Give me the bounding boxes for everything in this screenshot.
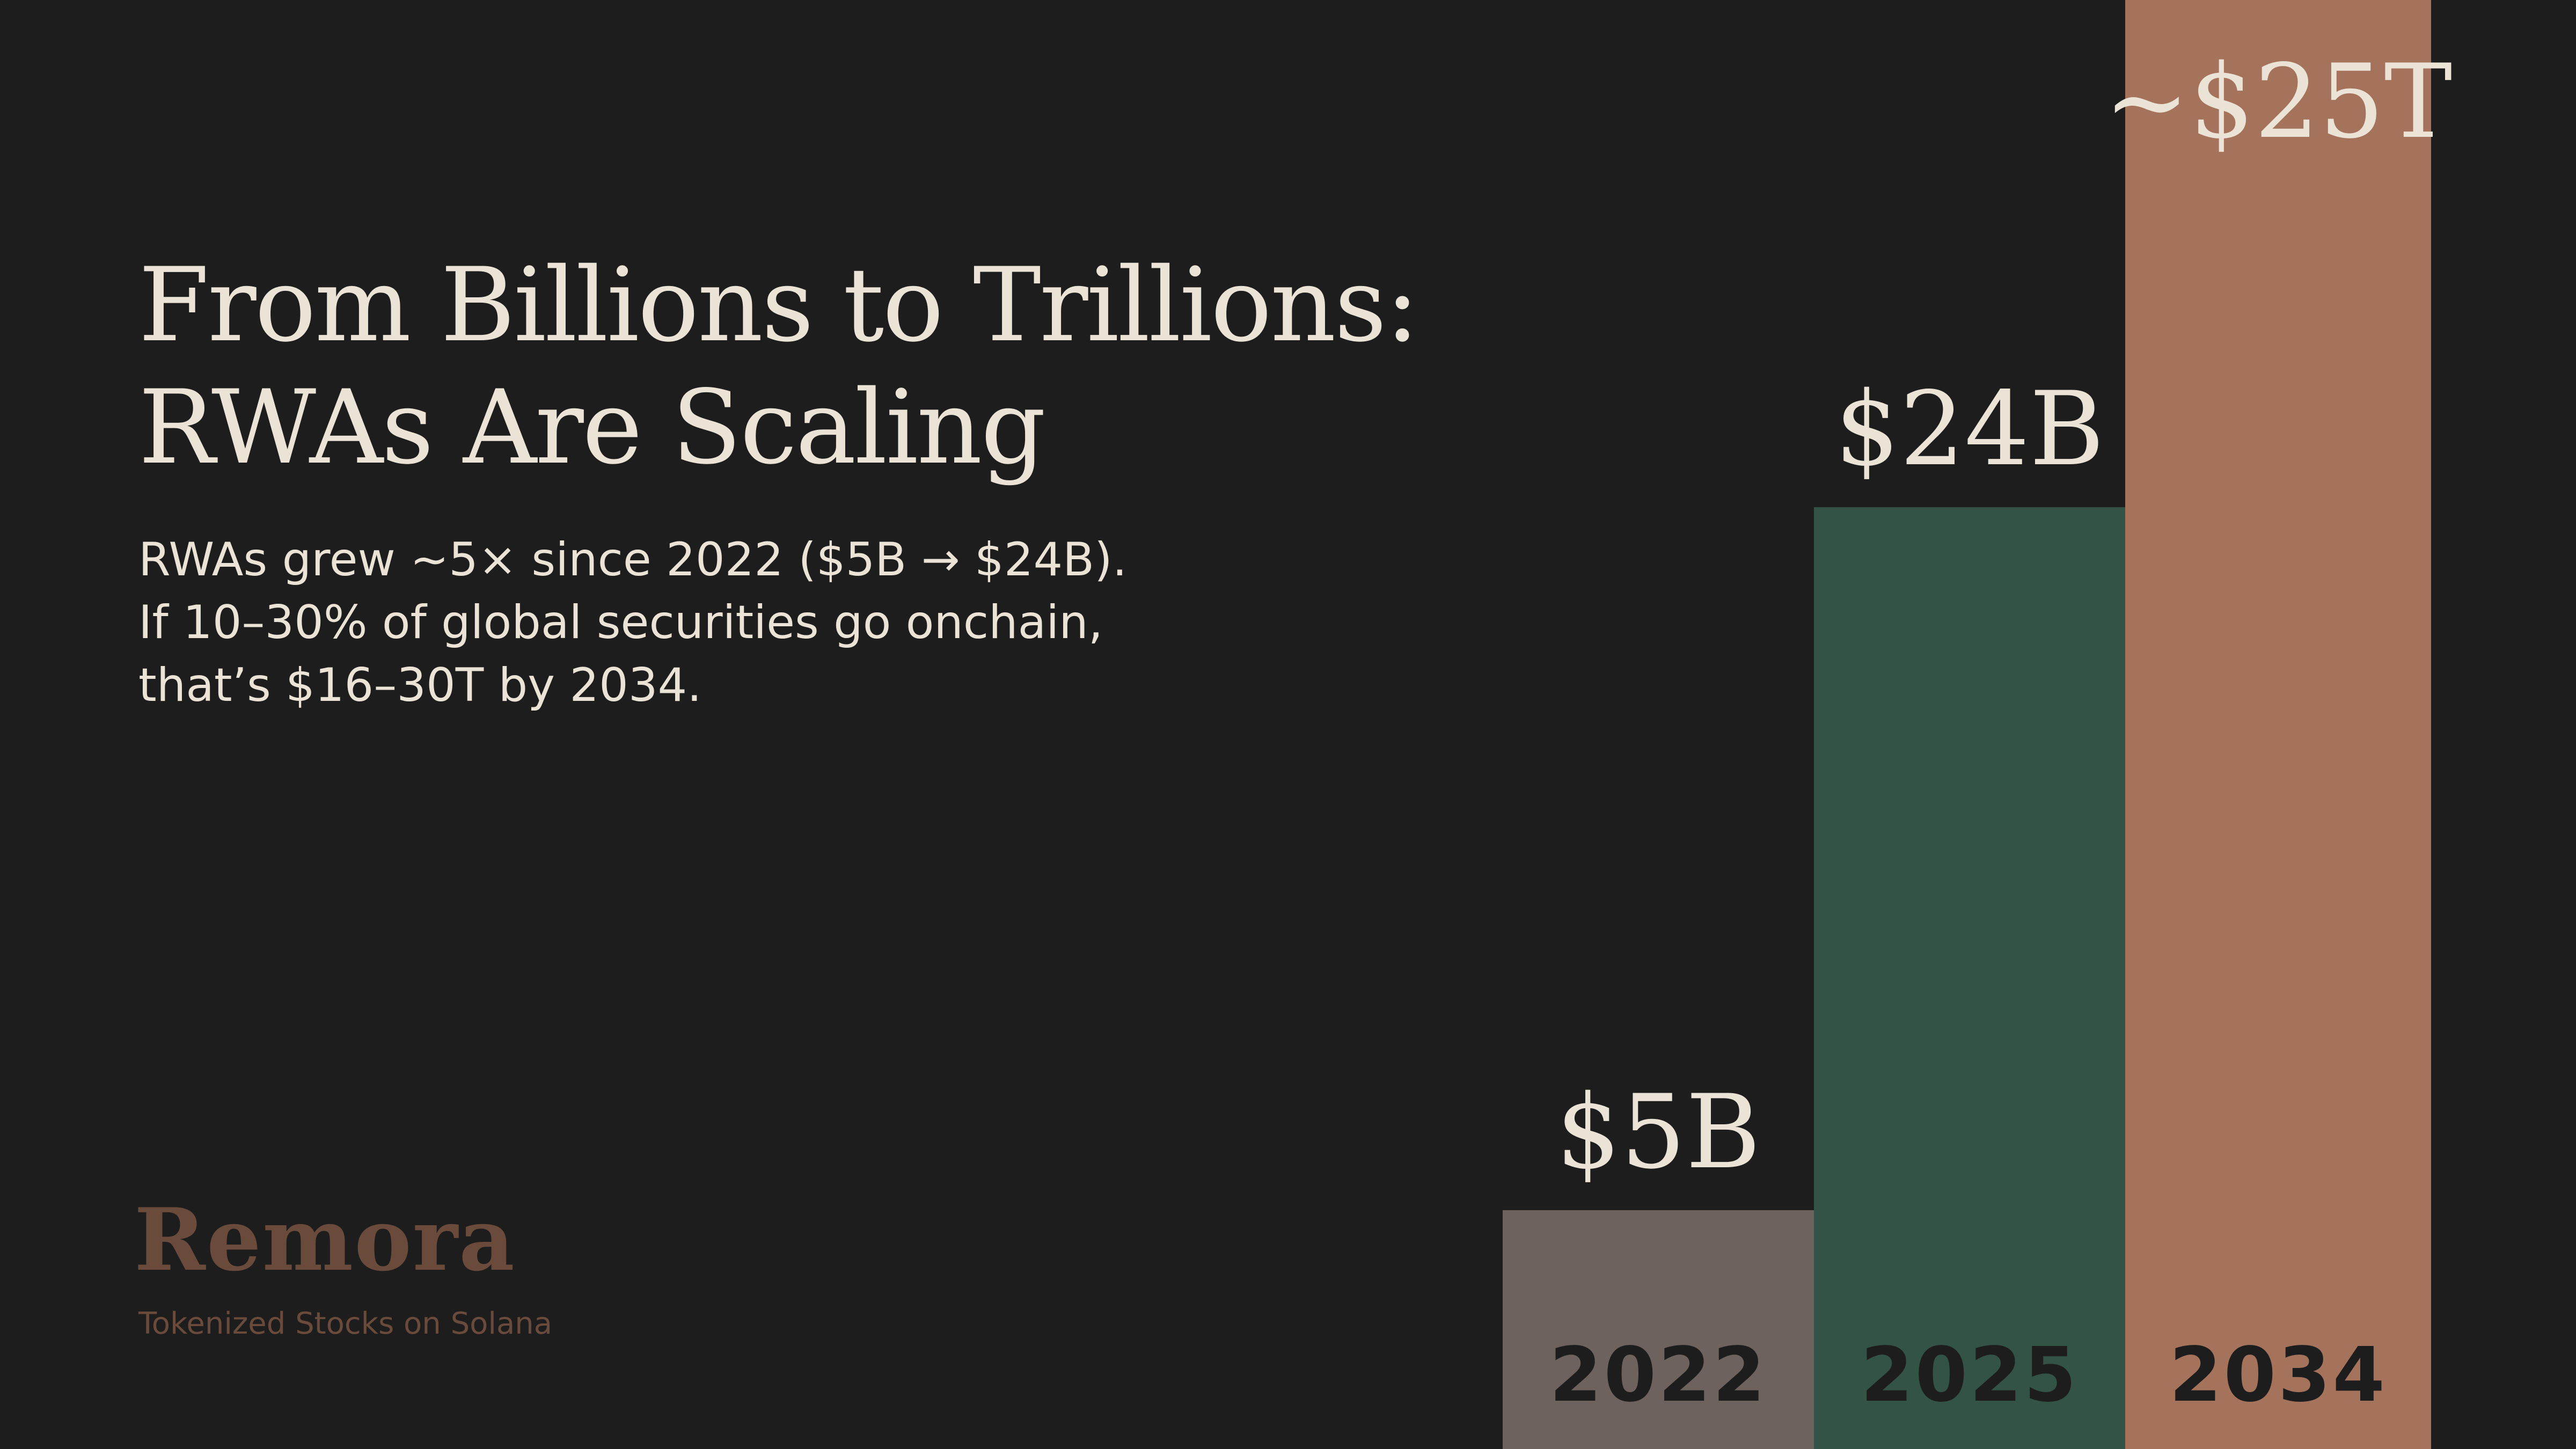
bar-2025 [1814,507,2125,1449]
brand-logo: Remora [134,1189,516,1290]
subtitle: RWAs grew ~5× since 2022 ($5B → $24B). I… [138,529,1127,717]
brand-tagline: Tokenized Stocks on Solana [138,1306,553,1341]
subtitle-line-1: RWAs grew ~5× since 2022 ($5B → $24B). [138,533,1128,587]
subtitle-line-3: that’s $16–30T by 2034. [138,658,702,712]
bar-2022 [1503,1210,1814,1449]
title-line-2: RWAs Are Scaling [138,368,1046,487]
subtitle-line-2: If 10–30% of global securities go onchai… [138,596,1103,649]
category-label-2025: 2025 [1861,1331,2079,1419]
bar-2034 [2125,0,2431,1449]
category-label-2022: 2022 [1549,1331,1767,1419]
value-label-2025: $24B [1835,370,2104,488]
category-label-2034: 2034 [2169,1331,2387,1419]
page-title: From Billions to Trillions: RWAs Are Sca… [138,244,1419,489]
title-line-1: From Billions to Trillions: [138,246,1419,364]
value-label-2022: $5B [1556,1073,1760,1191]
value-label-2034: ~$25T [2104,42,2453,161]
